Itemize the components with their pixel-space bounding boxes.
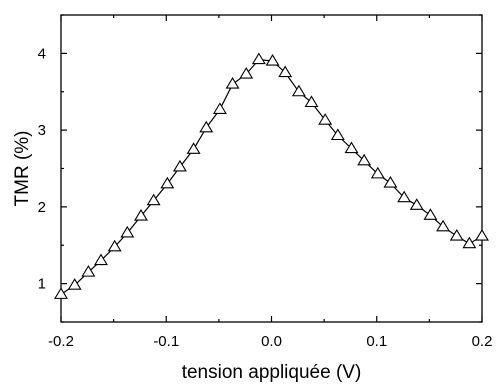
x-tick-label: -0.1 xyxy=(153,333,179,350)
data-point-triangle xyxy=(344,141,359,154)
y-tick-label: 4 xyxy=(38,45,46,62)
data-point-triangle xyxy=(409,198,424,210)
data-point-triangle xyxy=(330,128,345,141)
data-point-triangle xyxy=(160,176,175,189)
data-point-triangle xyxy=(278,65,293,78)
data-point-triangle xyxy=(449,228,464,241)
data-point-triangle xyxy=(134,209,148,221)
data-point-triangle xyxy=(357,153,372,166)
x-tick-label: 0.1 xyxy=(366,333,387,350)
data-point-triangle xyxy=(239,67,254,79)
data-point-triangle xyxy=(304,95,319,108)
data-point-triangle xyxy=(397,190,412,203)
series-line xyxy=(60,58,483,295)
data-point-triangle xyxy=(423,208,438,220)
x-tick-label: 0.2 xyxy=(472,333,493,350)
data-point-triangle xyxy=(212,102,227,114)
data-point-triangle xyxy=(186,142,201,154)
data-point-triangle xyxy=(94,253,108,266)
data-point-triangle xyxy=(172,159,187,172)
data-point-triangle xyxy=(265,53,280,66)
data-point-triangle xyxy=(199,120,214,133)
y-tick-label: 2 xyxy=(38,199,46,216)
y-tick-label: 3 xyxy=(38,122,46,139)
x-tick-label: -0.2 xyxy=(48,333,74,350)
x-axis-ticks: -0.2 -0.1 0.0 0.1 0.2 xyxy=(48,15,492,350)
data-point-triangle xyxy=(318,113,333,125)
data-point-triangle xyxy=(383,176,398,188)
x-axis-label: tension appliquée (V) xyxy=(182,362,362,383)
data-point-triangle xyxy=(436,219,451,232)
data-point-triangle xyxy=(462,236,477,249)
data-point-triangle xyxy=(370,166,385,179)
data-point-triangle xyxy=(107,239,122,252)
data-point-triangle xyxy=(475,228,489,241)
series-group xyxy=(54,52,489,299)
y-axis-ticks: 1 2 3 4 xyxy=(38,14,482,323)
data-point-triangle xyxy=(120,225,135,238)
data-point-triangle xyxy=(251,52,266,65)
y-axis-label: TMR (%) xyxy=(12,131,33,207)
data-point-triangle xyxy=(81,265,96,277)
data-point-triangle xyxy=(146,193,161,206)
data-point-triangle xyxy=(67,278,82,290)
y-tick-label: 1 xyxy=(38,276,46,293)
data-point-triangle xyxy=(291,84,306,97)
data-point-triangle xyxy=(225,77,240,89)
data-point-triangle xyxy=(54,287,68,299)
x-tick-label: 0.0 xyxy=(261,333,282,350)
